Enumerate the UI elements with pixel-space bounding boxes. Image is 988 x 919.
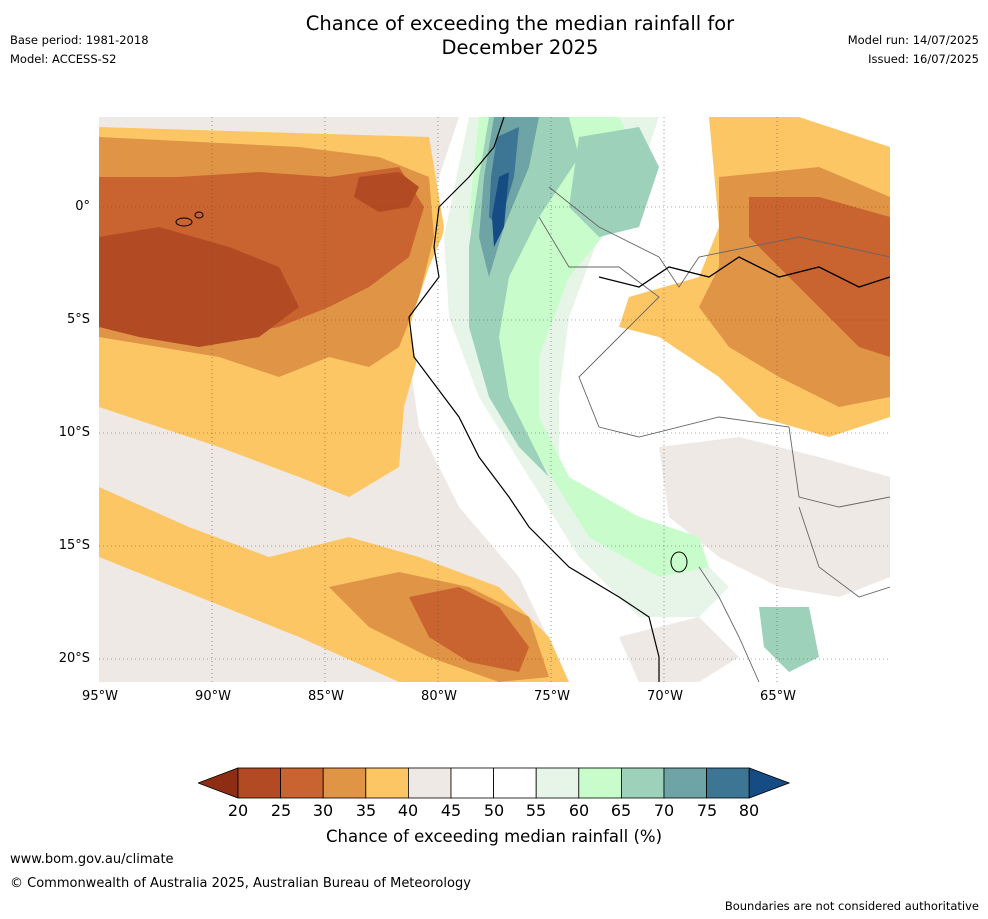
colorbar-tick-20: 20 xyxy=(227,801,249,820)
colorbar-box xyxy=(535,767,580,799)
colorbar-box xyxy=(578,767,622,799)
colorbar-box xyxy=(620,767,665,799)
colorbar-tick-30: 30 xyxy=(312,801,334,820)
title-line-1: Chance of exceeding the median rainfall … xyxy=(305,12,735,35)
colorbar-label: Chance of exceeding median rainfall (%) xyxy=(325,827,663,846)
colorbar-box xyxy=(663,767,707,799)
lon-label-95w: 95°W xyxy=(82,689,118,704)
website-link[interactable]: www.bom.gov.au/climate xyxy=(10,852,174,867)
title-line-2: December 2025 xyxy=(441,36,599,59)
colorbar-tick-80: 80 xyxy=(738,801,760,820)
colorbar-tick-70: 70 xyxy=(653,801,675,820)
amazon-river xyxy=(598,256,890,288)
colorbar-box xyxy=(493,767,537,799)
colorbar-tick-65: 65 xyxy=(610,801,632,820)
colorbar-tick-35: 35 xyxy=(355,801,377,820)
base-period-text: Base period: 1981-2018 xyxy=(10,33,149,47)
region-65-70-east xyxy=(569,127,659,237)
colorbar-box xyxy=(322,767,367,799)
lon-label-70w: 70°W xyxy=(647,689,683,704)
region-40-45-land xyxy=(659,437,890,597)
colorbar-arrow-low xyxy=(196,767,239,799)
disclaimer-text: Boundaries are not considered authoritat… xyxy=(724,899,979,913)
colorbar-box xyxy=(706,767,750,799)
colorbar-box xyxy=(280,767,324,799)
issued-text: Issued: 16/07/2025 xyxy=(868,52,979,66)
region-25-30-east-b xyxy=(749,197,890,357)
galapagos-island-2 xyxy=(194,211,204,219)
model-run-text: Model run: 14/07/2025 xyxy=(847,33,979,47)
colorbar-box xyxy=(450,767,494,799)
lon-label-90w: 90°W xyxy=(195,689,231,704)
colorbar-tick-50: 50 xyxy=(483,801,505,820)
region-65-70-south xyxy=(759,607,819,672)
colorbar-tick-40: 40 xyxy=(397,801,419,820)
model-text: Model: ACCESS-S2 xyxy=(10,52,117,66)
region-25-30-south xyxy=(409,587,529,672)
colorbar-tick-45: 45 xyxy=(440,801,462,820)
colorbar-tick-55: 55 xyxy=(525,801,547,820)
colorbar xyxy=(196,767,792,799)
colorbar-box xyxy=(407,767,452,799)
lon-label-80w: 80°W xyxy=(421,689,457,704)
colorbar-tick-75: 75 xyxy=(696,801,718,820)
lat-label-15s: 15°S xyxy=(58,538,90,553)
copyright-text: © Commonwealth of Australia 2025, Austra… xyxy=(10,876,471,891)
region-80-plus-band xyxy=(492,172,509,247)
colorbar-box xyxy=(365,767,409,799)
colorbar-box xyxy=(237,767,281,799)
galapagos-island-1 xyxy=(175,217,193,227)
colorbar-svg xyxy=(196,767,791,799)
lat-label-10s: 10°S xyxy=(58,425,90,440)
lat-label-5s: 5°S xyxy=(66,312,90,327)
lat-label-20s: 20°S xyxy=(58,651,90,666)
rainfall-map-svg xyxy=(99,117,890,682)
region-20-25-ocean-north xyxy=(354,172,419,212)
lat-label-0: 0° xyxy=(75,199,90,214)
colorbar-arrow-high xyxy=(748,767,791,799)
map-title: Chance of exceeding the median rainfall … xyxy=(0,12,988,60)
region-20-25-ocean xyxy=(99,227,299,347)
rainfall-map xyxy=(99,117,890,682)
lon-label-85w: 85°W xyxy=(308,689,344,704)
lake-titicaca xyxy=(670,551,688,573)
lon-label-75w: 75°W xyxy=(534,689,570,704)
region-40-45-land-b xyxy=(619,617,739,682)
colorbar-tick-25: 25 xyxy=(270,801,292,820)
lon-label-65w: 65°W xyxy=(760,689,796,704)
colorbar-tick-60: 60 xyxy=(568,801,590,820)
